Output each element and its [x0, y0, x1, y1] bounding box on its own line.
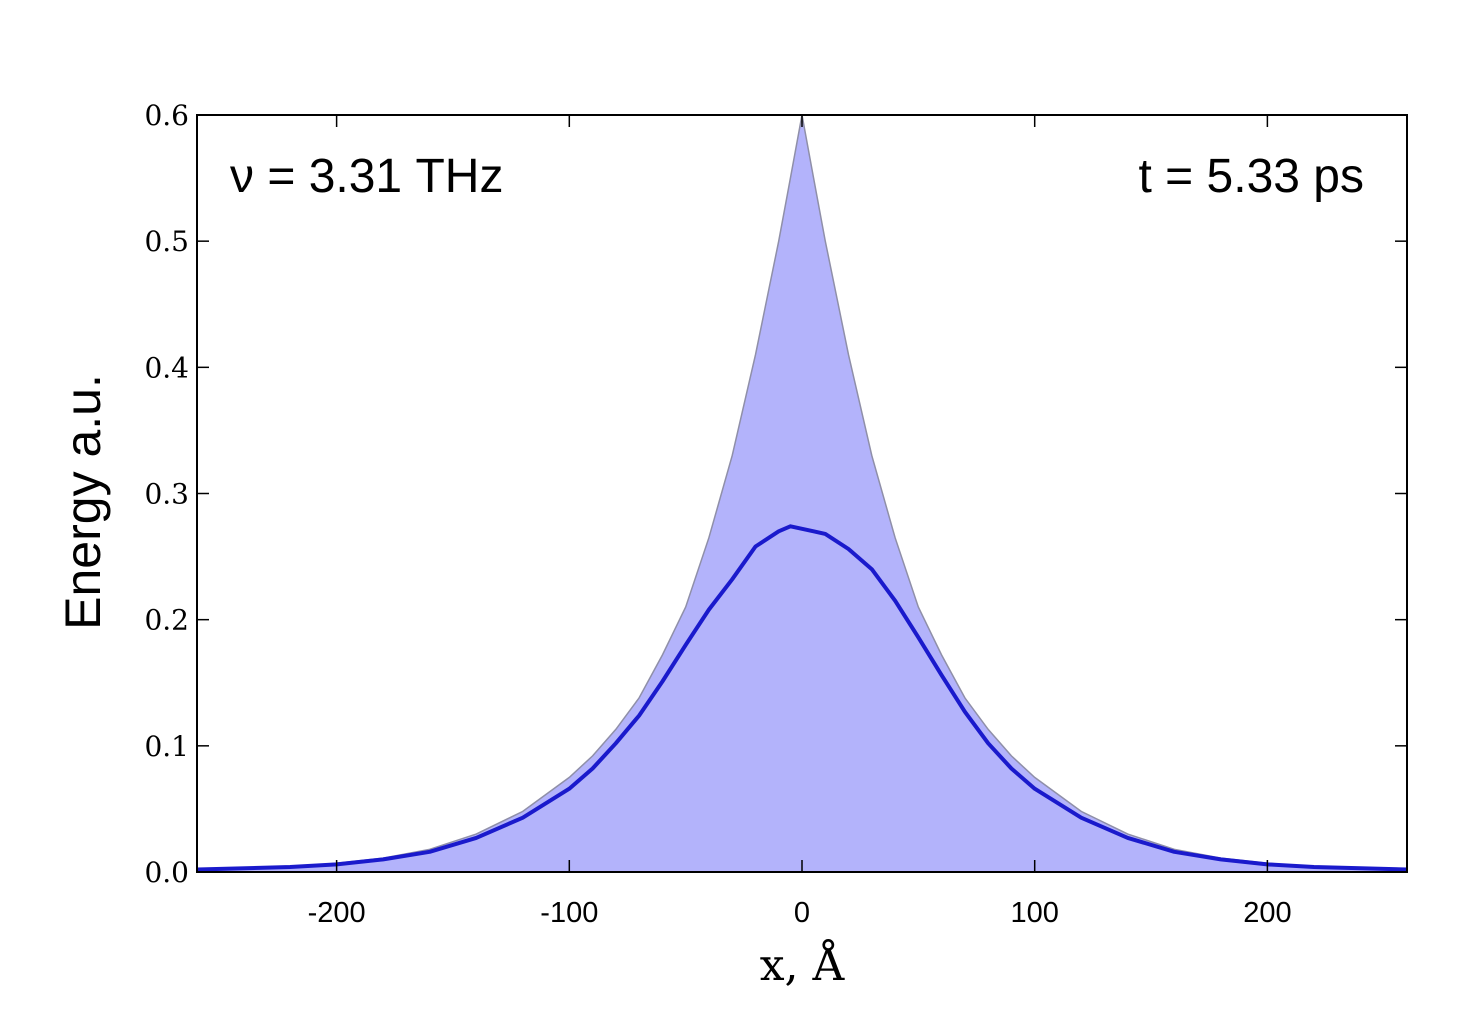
x-tick-label: 200	[1243, 897, 1291, 929]
envelope-fill-area	[196, 114, 1408, 873]
x-tick-label: 100	[1010, 897, 1058, 929]
x-tick-label: 0	[794, 897, 810, 929]
x-axis-label: x, Å	[760, 938, 846, 991]
x-tick-label: -200	[308, 897, 366, 929]
y-tick-label: 0.2	[144, 604, 189, 637]
annotation-frequency: ν = 3.31 THz	[230, 150, 503, 203]
annotation-time: t = 5.33 ps	[1139, 150, 1365, 203]
y-tick-label: 0.6	[144, 99, 189, 132]
y-tick-label: 0.1	[144, 730, 189, 763]
y-tick-label: 0.5	[144, 225, 189, 258]
x-tick-label: -100	[540, 897, 598, 929]
energy-line-series	[196, 524, 1408, 872]
plot-area	[196, 114, 1408, 873]
y-axis-label: Energy a.u.	[55, 374, 111, 630]
y-tick-label: 0.0	[144, 856, 189, 889]
y-tick-label: 0.4	[144, 351, 189, 384]
axis-ticks: -200 -100 0 100 200 0.0 0.1 0.2 0.3 0.4 0.5 0.6	[144, 99, 1407, 929]
y-tick-label: 0.3	[144, 478, 189, 511]
